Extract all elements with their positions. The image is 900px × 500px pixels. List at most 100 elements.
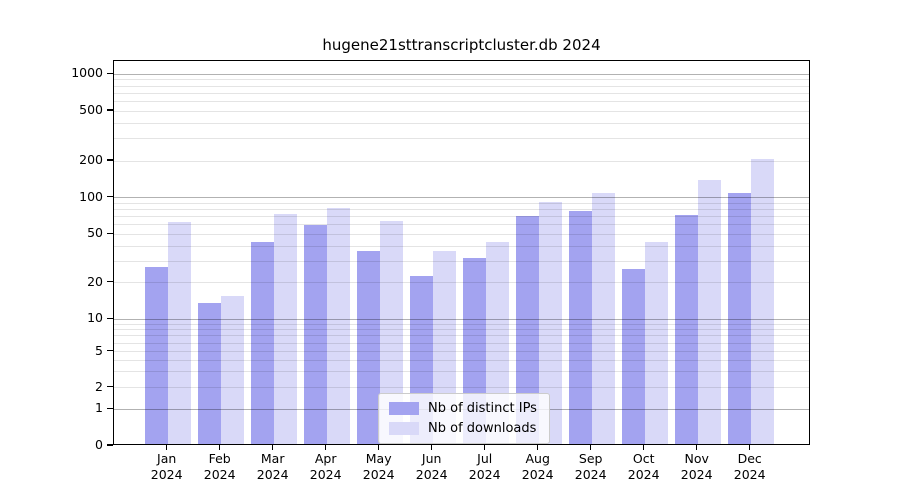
month-label: Dec: [737, 451, 762, 466]
gridline-6: [114, 342, 809, 344]
x-tick-label-jan: Jan 2024: [137, 451, 197, 483]
grid-layer: [114, 61, 809, 444]
legend-row-downloads: Nb of downloads: [389, 421, 537, 436]
bar-downloads-oct: [644, 241, 668, 444]
legend: Nb of distinct IPs Nb of downloads: [378, 393, 550, 444]
gridline-700: [114, 92, 809, 94]
bar-downloads-mar: [273, 213, 297, 444]
x-tick-label-feb: Feb 2024: [190, 451, 250, 483]
gridline-20: [114, 282, 809, 284]
gridline-100: [114, 197, 809, 199]
y-tick-label-0: 0: [95, 437, 103, 452]
month-label: Apr: [314, 451, 337, 466]
y-tick-label-100: 100: [79, 188, 103, 204]
x-tick-jan: [165, 445, 168, 450]
gridline-8: [114, 329, 809, 331]
y-tick-200: [107, 159, 113, 161]
bar-ips-may: [356, 251, 380, 444]
bar-downloads-sep: [591, 193, 615, 444]
year-label: 2024: [733, 467, 766, 482]
x-tick-label-jun: Jun 2024: [402, 451, 462, 483]
year-label: 2024: [309, 467, 342, 482]
gridline-800: [114, 85, 809, 87]
month-label: Jan: [157, 451, 177, 466]
gridline-3: [114, 371, 809, 373]
y-tick-label-50: 50: [87, 225, 103, 241]
legend-swatch-distinct-ips: [389, 402, 419, 415]
x-tick-label-sep: Sep 2024: [561, 451, 621, 483]
x-tick-label-oct: Oct 2024: [614, 451, 674, 483]
gridline-400: [114, 122, 809, 124]
x-tick-mar: [271, 445, 274, 450]
y-tick-10: [107, 317, 113, 320]
bar-downloads-jan: [167, 221, 191, 444]
month-label: Oct: [632, 451, 655, 466]
month-label: Jun: [421, 451, 442, 466]
bar-ips-mar: [250, 241, 274, 444]
gridline-500: [114, 110, 809, 112]
y-tick-100: [107, 195, 113, 198]
x-tick-apr: [324, 445, 327, 450]
x-tick-feb: [218, 445, 221, 450]
y-tick-2: [107, 385, 113, 388]
year-label: 2024: [680, 467, 713, 482]
year-label: 2024: [150, 467, 183, 482]
month-label: Sep: [578, 451, 603, 466]
bar-downloads-aug: [538, 202, 562, 444]
year-label: 2024: [627, 467, 660, 482]
y-tick-label-1000: 1000: [71, 65, 103, 81]
bar-ips-oct: [621, 268, 645, 444]
legend-row-distinct-ips: Nb of distinct IPs: [389, 401, 537, 416]
bar-ips-jan: [144, 266, 168, 444]
x-tick-label-mar: Mar 2024: [243, 451, 303, 483]
x-tick-label-nov: Nov 2024: [667, 451, 727, 483]
x-tick-label-apr: Apr 2024: [296, 451, 356, 483]
gridline-80: [114, 208, 809, 210]
y-tick-label-5: 5: [95, 342, 103, 358]
x-tick-oct: [642, 445, 645, 450]
gridline-1000: [114, 73, 809, 75]
legend-swatch-downloads: [389, 422, 419, 435]
x-tick-sep: [589, 445, 592, 450]
gridline-30: [114, 260, 809, 262]
month-label: Feb: [208, 451, 231, 466]
gridline-90: [114, 202, 809, 204]
gridline-4: [114, 359, 809, 361]
year-label: 2024: [256, 467, 289, 482]
gridline-40: [114, 245, 809, 247]
gridline-5: [114, 351, 809, 353]
month-label: Nov: [684, 451, 709, 466]
bar-ips-nov: [674, 214, 698, 444]
year-label: 2024: [415, 467, 448, 482]
y-tick-label-2: 2: [95, 378, 103, 394]
y-tick-label-500: 500: [79, 102, 103, 117]
bar-downloads-nov: [697, 179, 721, 444]
month-label: May: [365, 451, 392, 466]
y-tick-label-1: 1: [95, 400, 103, 416]
gridline-300: [114, 138, 809, 140]
gridline-600: [114, 100, 809, 102]
x-tick-jun: [430, 445, 433, 450]
gridline-10: [114, 318, 809, 320]
x-tick-jul: [483, 445, 486, 450]
y-tick-label-10: 10: [87, 310, 103, 326]
gridline-70: [114, 216, 809, 218]
y-tick-1000: [107, 72, 113, 75]
y-tick-label-200: 200: [79, 152, 103, 167]
bar-ips-feb: [197, 303, 221, 444]
x-tick-label-may: May 2024: [349, 451, 409, 483]
bar-ips-apr: [303, 225, 327, 444]
gridline-900: [114, 79, 809, 81]
bar-ips-dec: [727, 193, 751, 444]
y-tick-0: [107, 444, 113, 446]
gridline-50: [114, 233, 809, 235]
gridline-200: [114, 160, 809, 162]
bar-downloads-dec: [750, 158, 774, 444]
bar-downloads-apr: [326, 208, 350, 444]
x-tick-nov: [695, 445, 698, 450]
chart-title: hugene21sttranscriptcluster.db 2024: [322, 36, 601, 54]
y-tick-5: [107, 349, 113, 352]
gridline-60: [114, 224, 809, 226]
month-label: Jul: [477, 451, 493, 466]
